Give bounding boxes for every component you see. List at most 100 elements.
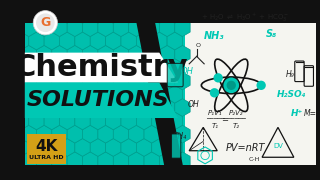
Polygon shape (167, 32, 182, 50)
Text: 4K: 4K (35, 140, 58, 154)
Polygon shape (152, 85, 167, 103)
Polygon shape (13, 59, 29, 76)
Text: P₁V₁: P₁V₁ (208, 110, 223, 116)
Polygon shape (90, 85, 106, 103)
Polygon shape (144, 99, 159, 116)
Polygon shape (159, 99, 175, 116)
Polygon shape (106, 32, 121, 50)
Polygon shape (159, 72, 175, 90)
Polygon shape (83, 125, 98, 143)
Polygon shape (52, 0, 67, 10)
Polygon shape (144, 0, 159, 10)
Polygon shape (29, 85, 44, 103)
Text: =: = (221, 115, 228, 124)
Polygon shape (21, 72, 36, 90)
Polygon shape (29, 139, 44, 156)
Polygon shape (136, 139, 152, 156)
Text: M=: M= (304, 109, 317, 118)
Polygon shape (175, 152, 190, 170)
Circle shape (36, 13, 55, 32)
Polygon shape (36, 125, 52, 143)
Polygon shape (159, 19, 175, 37)
Polygon shape (25, 53, 178, 82)
Polygon shape (98, 152, 113, 170)
Text: O: O (196, 43, 201, 48)
Polygon shape (29, 32, 44, 50)
Polygon shape (129, 125, 144, 143)
Polygon shape (44, 5, 60, 23)
Text: PV=nRT: PV=nRT (226, 143, 265, 153)
FancyBboxPatch shape (21, 6, 320, 23)
Polygon shape (90, 112, 106, 130)
Polygon shape (13, 5, 29, 23)
FancyBboxPatch shape (21, 6, 185, 174)
FancyBboxPatch shape (21, 6, 25, 174)
Polygon shape (113, 45, 129, 63)
Polygon shape (13, 139, 29, 156)
Polygon shape (29, 165, 44, 180)
Polygon shape (152, 5, 167, 23)
Polygon shape (67, 99, 83, 116)
Polygon shape (167, 59, 182, 76)
Polygon shape (175, 19, 190, 37)
Polygon shape (13, 112, 29, 130)
FancyBboxPatch shape (167, 63, 183, 87)
Circle shape (223, 77, 240, 94)
Polygon shape (21, 152, 36, 170)
Polygon shape (113, 152, 129, 170)
Text: T₂: T₂ (232, 123, 239, 129)
Polygon shape (44, 32, 60, 50)
Polygon shape (90, 32, 106, 50)
Text: H₉: H₉ (286, 70, 294, 79)
Polygon shape (175, 0, 190, 10)
Circle shape (256, 81, 266, 90)
Polygon shape (29, 112, 44, 130)
Polygon shape (159, 45, 175, 63)
Circle shape (213, 73, 223, 82)
Text: T₁: T₁ (212, 123, 219, 129)
Text: CH₄: CH₄ (173, 132, 187, 141)
Polygon shape (175, 125, 190, 143)
Polygon shape (83, 19, 98, 37)
Polygon shape (167, 85, 182, 103)
Polygon shape (152, 112, 167, 130)
Polygon shape (44, 112, 60, 130)
Polygon shape (152, 32, 167, 50)
FancyBboxPatch shape (27, 134, 66, 164)
FancyBboxPatch shape (21, 165, 320, 174)
Circle shape (210, 88, 219, 98)
Polygon shape (106, 112, 121, 130)
Polygon shape (90, 165, 106, 180)
Polygon shape (98, 99, 113, 116)
Polygon shape (21, 0, 36, 10)
Polygon shape (25, 82, 178, 118)
FancyBboxPatch shape (172, 134, 181, 158)
Text: ─────: ───── (206, 117, 225, 122)
Polygon shape (136, 59, 152, 76)
Polygon shape (159, 125, 175, 143)
Polygon shape (98, 72, 113, 90)
Text: P₂V₂: P₂V₂ (229, 110, 243, 116)
Polygon shape (144, 152, 159, 170)
Polygon shape (44, 165, 60, 180)
Polygon shape (121, 85, 136, 103)
Polygon shape (75, 59, 90, 76)
Polygon shape (136, 85, 152, 103)
Polygon shape (36, 0, 52, 10)
Polygon shape (83, 45, 98, 63)
Polygon shape (52, 72, 67, 90)
FancyBboxPatch shape (316, 6, 320, 174)
Polygon shape (129, 45, 144, 63)
Polygon shape (90, 59, 106, 76)
Polygon shape (98, 19, 113, 37)
Polygon shape (29, 5, 44, 23)
Polygon shape (159, 0, 175, 10)
Polygon shape (44, 139, 60, 156)
Polygon shape (21, 125, 36, 143)
Polygon shape (60, 5, 75, 23)
Circle shape (227, 81, 236, 90)
Polygon shape (98, 0, 113, 10)
Text: ULTRA HD: ULTRA HD (29, 155, 64, 160)
Polygon shape (21, 45, 36, 63)
Polygon shape (129, 72, 144, 90)
